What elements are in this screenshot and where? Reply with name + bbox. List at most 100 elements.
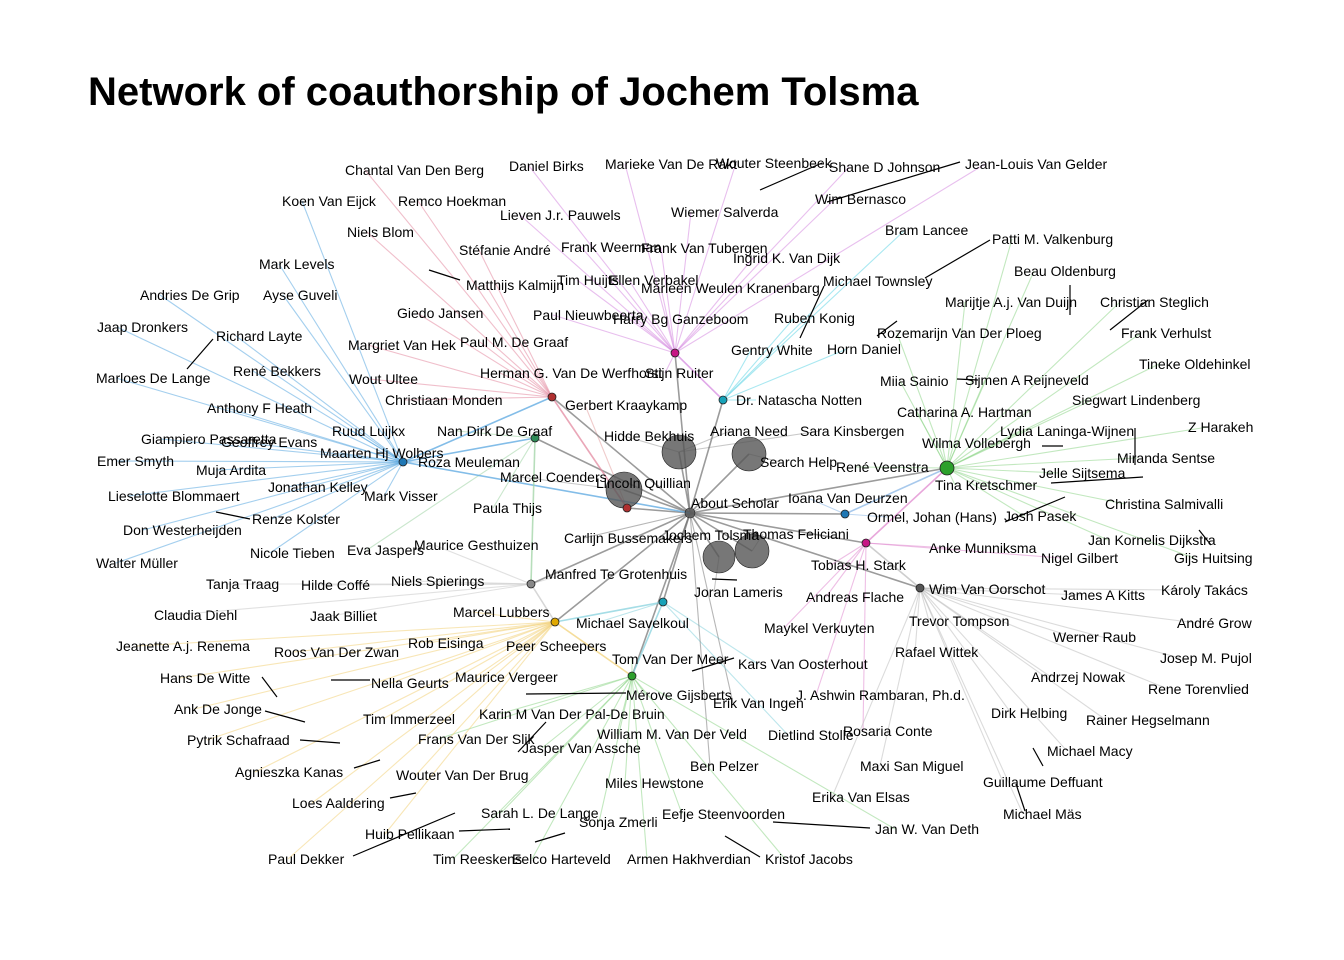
author-label-stefanie-andre: Stéfanie André xyxy=(459,242,551,258)
coauthor-edge xyxy=(368,378,553,398)
author-label-tina-kretschmer: Tina Kretschmer xyxy=(935,477,1038,493)
author-label-karoly-takacs: Károly Takács xyxy=(1161,582,1248,598)
author-label-josep-m-pujol: Josep M. Pujol xyxy=(1160,650,1252,666)
coauthor-edge xyxy=(919,587,1004,783)
coauthor-edge xyxy=(722,317,795,401)
coauthor-edge xyxy=(919,587,1024,815)
leader-line xyxy=(517,721,547,753)
hub-edge xyxy=(865,467,948,544)
author-label-herman-g-van-de-werfhorst: Herman G. Van De Werfhorst xyxy=(480,365,662,381)
coauthor-edge xyxy=(631,675,648,860)
hub-edge xyxy=(865,542,921,589)
author-label-wout-ultee: Wout Ultee xyxy=(349,371,418,387)
author-label-peer-scheepers: Peer Scheepers xyxy=(506,638,606,654)
coauthor-edge xyxy=(339,452,404,463)
page-title: Network of coauthorship of Jochem Tolsma xyxy=(88,70,919,114)
coauthor-edge xyxy=(946,467,1025,517)
author-label-michael-townsley: Michael Townsley xyxy=(823,273,932,289)
coauthor-edge xyxy=(946,399,1093,469)
labels-layer: Chantal Van Den Berg Daniel Birks Marieke … xyxy=(96,155,1253,867)
author-label-frank-van-tubergen: Frank Van Tubergen xyxy=(641,240,768,256)
coauthor-edge xyxy=(254,621,556,773)
hub-edge xyxy=(689,399,724,514)
coauthor-edge xyxy=(366,231,553,398)
coauthor-edge xyxy=(631,675,786,860)
author-label-gerbert-kraaykamp: Gerbert Kraaykamp xyxy=(565,397,687,413)
author-label-james-a-kitts: James A Kitts xyxy=(1061,587,1145,603)
author-label-paula-thijs: Paula Thijs xyxy=(473,500,542,516)
author-label-geoffrey-evans: Geoffrey Evans xyxy=(221,434,317,450)
author-label-andries-de-grip: Andries De Grip xyxy=(140,287,240,303)
author-label-marcel-coenders: Marcel Coenders xyxy=(500,469,607,485)
coauthor-edge xyxy=(946,457,1138,469)
author-label-tim-huijts: Tim Huijts xyxy=(557,272,619,288)
coauthor-edge xyxy=(674,257,754,354)
coauthor-edge xyxy=(410,580,532,585)
hub-node-michael-savelkoul xyxy=(658,597,668,607)
coauthor-edge xyxy=(879,587,921,767)
coauthor-edge xyxy=(919,587,930,622)
hub-edge xyxy=(631,601,664,677)
leader-line xyxy=(691,657,735,672)
coauthor-edge xyxy=(287,461,404,488)
hub-node-herman-g-van-de-werfhorst xyxy=(547,392,557,402)
hub-edge xyxy=(530,583,556,623)
author-label-siegwart-lindenberg: Siegwart Lindenberg xyxy=(1072,392,1200,408)
coauthor-edge xyxy=(662,601,759,665)
hub-edge xyxy=(631,512,691,677)
coauthor-edge xyxy=(896,332,948,469)
leader-line xyxy=(1004,496,1066,523)
coauthor-edge xyxy=(624,675,633,784)
author-label-agnieszka-kanas: Agnieszka Kanas xyxy=(235,764,343,780)
author-label-mark-visser: Mark Visser xyxy=(364,488,438,504)
coauthor-edge xyxy=(287,621,556,860)
coauthor-edge xyxy=(825,542,867,598)
author-label-catharina-a-hartman: Catharina A. Hartman xyxy=(897,404,1032,420)
coauthor-edge xyxy=(485,284,553,398)
coauthor-edge xyxy=(946,467,1060,474)
edges-layer xyxy=(115,162,1209,860)
hub-node-jochem-tolsma xyxy=(684,507,696,519)
author-label-joran-lameris: Joran Lameris xyxy=(694,584,783,600)
author-label-niels-spierings: Niels Spierings xyxy=(391,573,484,589)
author-label-guillaume-deffuant: Guillaume Deffuant xyxy=(983,774,1103,790)
author-label-jochem-tolsma: Jochem Tolsma xyxy=(662,527,759,543)
author-label-christian-steglich: Christian Steglich xyxy=(1100,294,1209,310)
coauthor-edge xyxy=(390,621,556,684)
hub-edge xyxy=(626,507,691,514)
coauthor-edge xyxy=(628,279,676,354)
leader-line xyxy=(428,269,461,281)
coauthor-edge xyxy=(919,587,1107,721)
coauthor-edge xyxy=(831,587,921,798)
coauthor-edge xyxy=(235,335,404,463)
coauthor-edge xyxy=(479,341,553,398)
author-label-giedo-jansen: Giedo Jansen xyxy=(397,305,483,321)
hub-node-merove-gijsberts xyxy=(627,671,637,681)
author-label-tobias-h-stark: Tobias H. Stark xyxy=(811,557,907,573)
coauthor-edge xyxy=(116,326,404,463)
author-label-william-m-van-der-veld: William M. Van Der Veld xyxy=(597,726,747,742)
coauthor-edge xyxy=(722,280,844,401)
coauthor-edge xyxy=(946,467,1195,559)
author-label-maykel-verkuyten: Maykel Verkuyten xyxy=(764,620,875,636)
author-label-tim-immerzeel: Tim Immerzeel xyxy=(363,711,455,727)
coauthor-edge xyxy=(660,247,676,354)
author-label-jonathan-kelley: Jonathan Kelley xyxy=(268,479,368,495)
author-label-eva-jaspers: Eva Jaspers xyxy=(347,542,424,558)
hub-node-wim-van-oorschot xyxy=(915,583,925,593)
author-label-horn-daniel: Horn Daniel xyxy=(827,341,901,357)
author-label-wilma-vollebergh: Wilma Vollebergh xyxy=(922,435,1031,451)
author-label-emer-smyth: Emer Smyth xyxy=(97,453,174,469)
leader-line xyxy=(956,378,979,381)
coauthor-edge xyxy=(576,279,676,354)
coauthor-edge xyxy=(528,165,676,354)
author-label-ben-pelzer: Ben Pelzer xyxy=(690,758,759,774)
coauthor-edge xyxy=(282,294,404,463)
coauthor-edge xyxy=(946,238,1013,469)
coauthor-edge xyxy=(919,587,1082,596)
leader-line xyxy=(1015,783,1026,812)
author-label-hans-de-witte: Hans De Witte xyxy=(160,670,250,686)
author-label-ellen-verbakel: Ellen Verbakel xyxy=(609,272,699,288)
coauthor-edge xyxy=(662,601,789,736)
hub-node-thomas-feliciani xyxy=(734,533,770,569)
